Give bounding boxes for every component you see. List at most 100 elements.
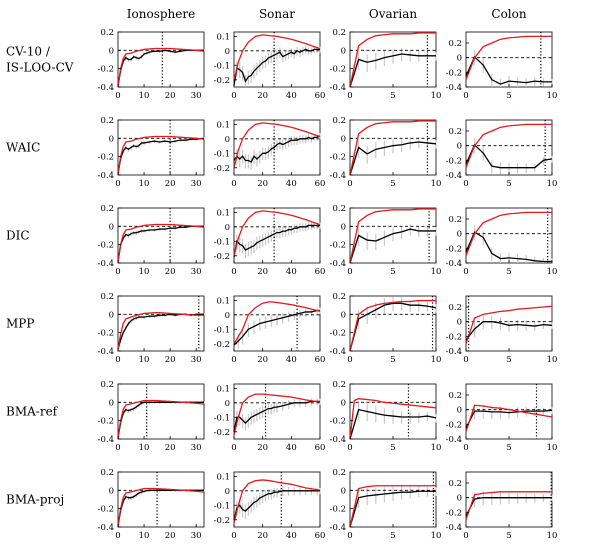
x-tick-label: 10 [139,443,150,453]
x-tick-label: 0 [347,531,352,541]
series-line-black [465,321,553,341]
y-tick-label: -0.2 [446,156,462,166]
series-line-red [233,393,321,435]
y-tick-label: 0.2 [332,28,346,38]
x-tick-label: 0 [231,267,236,277]
y-tick-label: 0.1 [216,384,230,394]
y-tick-label: 0 [341,46,346,56]
row-label: MPP [6,317,34,331]
x-tick-label: 0 [115,355,120,365]
y-tick-label: 0 [341,134,346,144]
series-line-red [233,122,321,168]
x-tick-label: 10 [547,355,558,365]
x-tick-label: 0 [231,355,236,365]
series-line-red [233,34,321,80]
x-tick-label: 20 [257,179,268,189]
series-line-black [349,141,437,176]
y-tick-label: -0.1 [214,61,230,71]
y-tick-label: -0.4 [446,347,462,357]
series-line-red [117,135,205,175]
series-line-red [233,301,321,345]
plot-frame [117,207,205,264]
plot-frame [117,471,205,528]
series-line-red [117,47,205,87]
x-tick-label: 0 [463,179,468,189]
y-tick-label: 0 [225,399,230,409]
x-tick-label: 20 [257,91,268,101]
y-tick-label: -0.2 [214,516,230,526]
y-tick-label: 0 [225,47,230,57]
y-tick-label: 0 [109,134,114,144]
y-tick-label: -0.4 [98,171,114,181]
y-tick-label: -0.2 [330,153,346,163]
x-tick-label: 5 [506,267,511,277]
x-tick-label: 60 [315,355,326,365]
x-tick-label: 20 [257,355,268,365]
y-tick-label: 0 [341,486,346,496]
y-tick-label: -0.2 [330,241,346,251]
y-tick-label: -0.2 [214,76,230,86]
x-tick-label: 5 [390,531,395,541]
x-tick-label: 0 [231,443,236,453]
x-tick-label: 40 [286,179,297,189]
series-line-black [117,49,204,87]
plot-frame [233,295,321,352]
y-tick-label: 0.2 [332,204,346,214]
series-line-red [465,35,552,80]
y-tick-label: -0.4 [330,435,346,445]
series-line-black [349,228,436,264]
series-line-black [349,408,437,440]
y-tick-label: 0 [457,54,462,64]
x-tick-label: 10 [547,91,558,101]
y-tick-label: -0.4 [446,435,462,445]
x-tick-label: 20 [257,443,268,453]
x-tick-label: 20 [165,355,176,365]
x-tick-label: 0 [463,91,468,101]
y-tick-label: -0.4 [330,83,346,93]
y-tick-label: 0 [457,406,462,416]
x-tick-label: 5 [506,355,511,365]
x-tick-label: 60 [315,267,326,277]
y-tick-label: -0.1 [214,501,230,511]
y-tick-label: -0.2 [98,153,114,163]
plot-frame [233,383,321,440]
series-line-black [233,490,320,520]
y-tick-label: -0.2 [446,508,462,518]
x-tick-label: 10 [139,267,150,277]
series-line-black [233,224,320,258]
x-tick-label: 20 [165,267,176,277]
plot-frame [117,119,205,176]
y-tick-label: 0.2 [100,468,114,478]
x-tick-label: 10 [547,267,558,277]
y-tick-label: -0.4 [98,83,114,93]
y-tick-label: 0 [225,135,230,145]
x-tick-label: 10 [431,531,442,541]
y-tick-label: -0.2 [446,420,462,430]
x-tick-label: 0 [231,531,236,541]
x-tick-label: 0 [463,267,468,277]
x-tick-label: 0 [463,531,468,541]
y-tick-label: 0.2 [100,204,114,214]
series-line-red [349,299,436,352]
y-tick-label: -0.2 [214,428,230,438]
x-tick-label: 30 [191,179,202,189]
series-line-black [349,53,436,88]
series-line-red [349,120,436,176]
y-tick-label: 0 [457,142,462,152]
x-tick-label: 5 [506,443,511,453]
y-tick-label: -0.4 [446,171,462,181]
y-tick-label: 0.1 [216,208,230,218]
y-tick-label: 0.2 [100,28,114,38]
x-tick-label: 0 [463,355,468,365]
series-line-red [349,485,436,528]
series-line-red [465,491,552,520]
y-tick-label: -0.4 [330,171,346,181]
series-line-red [465,123,552,168]
x-tick-label: 20 [165,531,176,541]
x-tick-label: 30 [191,267,202,277]
y-tick-label: 0.2 [100,380,114,390]
x-tick-label: 0 [115,443,120,453]
x-tick-label: 10 [431,355,442,365]
y-tick-label: 0 [341,310,346,320]
